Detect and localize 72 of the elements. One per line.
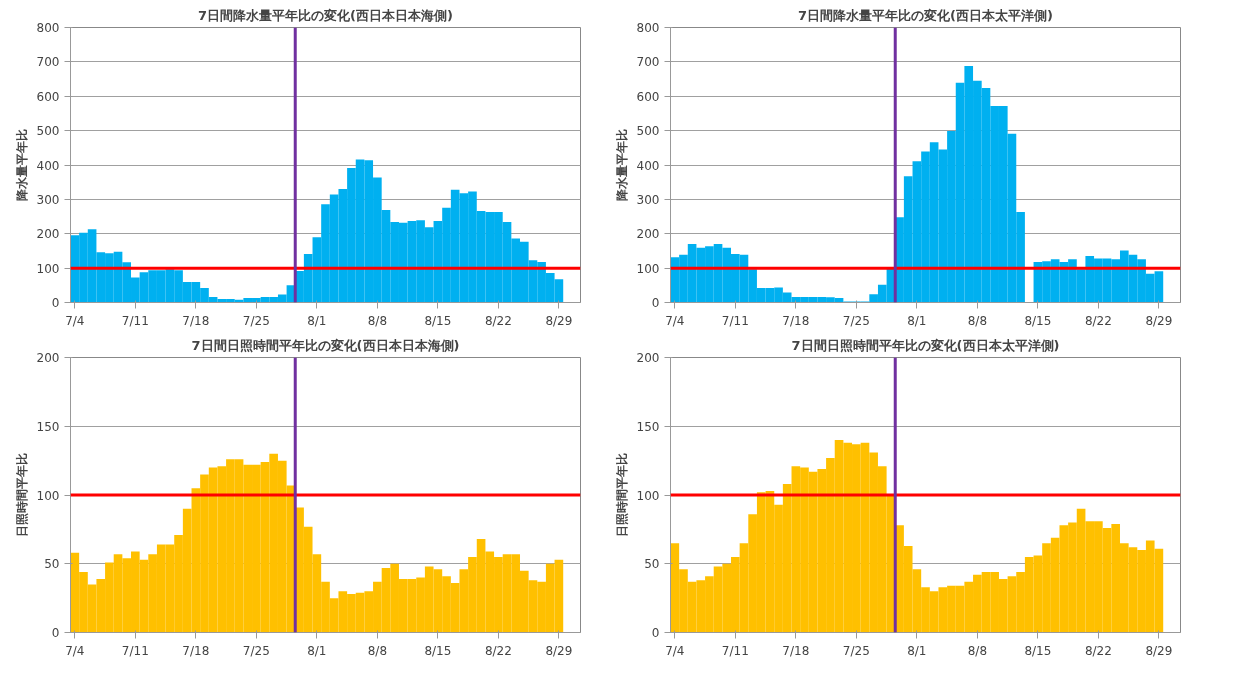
x-tick-label: 7/18 xyxy=(182,643,210,658)
y-axis-title: 日照時間平年比 xyxy=(14,453,29,537)
x-tick-label: 8/22 xyxy=(1084,313,1112,328)
y-tick-label: 500 xyxy=(36,124,60,139)
chart-title: 7日間日照時間平年比の変化(西日本日本海側) xyxy=(191,337,460,353)
x-tick-label: 7/11 xyxy=(121,643,149,658)
x-tick-label: 7/11 xyxy=(721,643,749,658)
y-tick-label: 150 xyxy=(36,419,60,434)
y-tick-label: 150 xyxy=(636,419,660,434)
y-tick-label: 0 xyxy=(651,626,660,640)
y-tick-label: 0 xyxy=(51,626,60,640)
x-tick-label: 8/15 xyxy=(1024,643,1052,658)
y-axis-title: 降水量平年比 xyxy=(614,129,629,201)
x-tick-label: 8/22 xyxy=(484,313,512,328)
chart-title: 7日間日照時間平年比の変化(西日本太平洋側) xyxy=(791,337,1060,353)
x-tick-label: 8/1 xyxy=(307,643,327,658)
y-tick-label: 600 xyxy=(636,89,660,104)
x-tick-label: 8/29 xyxy=(545,643,573,658)
x-tick-label: 7/11 xyxy=(121,313,149,328)
x-tick-label: 8/29 xyxy=(1145,643,1173,658)
y-axis-title: 日照時間平年比 xyxy=(614,453,629,537)
x-tick-label: 8/29 xyxy=(1145,313,1173,328)
x-tick-label: 7/18 xyxy=(782,313,810,328)
y-tick-label: 50 xyxy=(644,557,660,572)
x-tick-label: 8/1 xyxy=(307,313,327,328)
x-tick-label: 7/18 xyxy=(782,643,810,658)
y-tick-label: 400 xyxy=(36,158,60,173)
y-tick-label: 800 xyxy=(36,21,60,35)
y-tick-label: 200 xyxy=(36,227,60,242)
x-tick-label: 8/29 xyxy=(545,313,573,328)
y-tick-label: 100 xyxy=(636,488,660,503)
x-tick-label: 8/22 xyxy=(1084,643,1112,658)
x-tick-label: 7/4 xyxy=(665,643,685,658)
x-tick-label: 8/8 xyxy=(967,643,988,658)
x-tick-label: 7/25 xyxy=(242,643,270,658)
y-tick-label: 600 xyxy=(36,89,60,104)
x-tick-label: 7/4 xyxy=(665,313,685,328)
y-tick-label: 700 xyxy=(636,55,660,70)
x-tick-label: 8/15 xyxy=(1024,313,1052,328)
y-tick-label: 100 xyxy=(636,261,660,276)
x-tick-label: 7/25 xyxy=(842,313,870,328)
y-tick-label: 0 xyxy=(51,296,60,310)
y-tick-label: 400 xyxy=(636,158,660,173)
x-tick-label: 7/18 xyxy=(182,313,210,328)
x-tick-label: 8/8 xyxy=(367,313,388,328)
x-tick-label: 8/1 xyxy=(907,643,927,658)
y-tick-label: 500 xyxy=(636,124,660,139)
y-tick-label: 100 xyxy=(36,261,60,276)
y-tick-label: 0 xyxy=(651,296,660,310)
y-tick-label: 700 xyxy=(36,55,60,70)
y-axis-title: 降水量平年比 xyxy=(14,129,29,201)
y-tick-label: 200 xyxy=(36,351,60,365)
x-tick-label: 7/4 xyxy=(65,313,85,328)
y-tick-label: 50 xyxy=(44,557,60,572)
x-tick-label: 8/8 xyxy=(967,313,988,328)
x-tick-label: 8/1 xyxy=(907,313,927,328)
y-tick-label: 200 xyxy=(636,227,660,242)
y-tick-label: 300 xyxy=(36,192,60,207)
x-tick-label: 7/25 xyxy=(242,313,270,328)
x-tick-label: 7/4 xyxy=(65,643,85,658)
x-tick-label: 8/15 xyxy=(424,313,452,328)
y-tick-label: 200 xyxy=(636,351,660,365)
y-tick-label: 100 xyxy=(36,488,60,503)
x-tick-label: 8/8 xyxy=(367,643,388,658)
x-tick-label: 8/22 xyxy=(484,643,512,658)
y-tick-label: 800 xyxy=(636,21,660,35)
x-tick-label: 8/15 xyxy=(424,643,452,658)
y-tick-label: 300 xyxy=(636,192,660,207)
chart-title: 7日間降水量平年比の変化(西日本太平洋側) xyxy=(798,7,1053,23)
chart-title: 7日間降水量平年比の変化(西日本日本海側) xyxy=(198,7,453,23)
x-tick-label: 7/25 xyxy=(842,643,870,658)
x-tick-label: 7/11 xyxy=(721,313,749,328)
